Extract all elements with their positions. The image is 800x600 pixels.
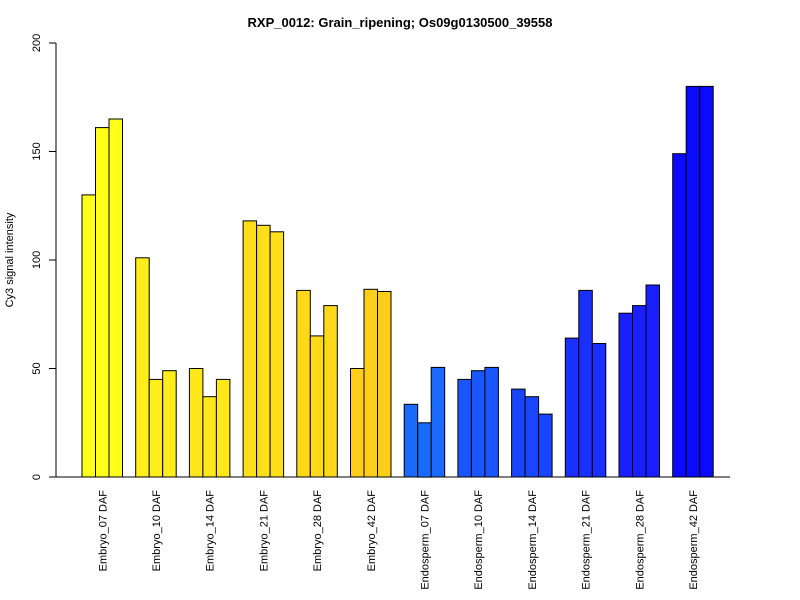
x-tick-label: Embryo_10 DAF <box>151 490 163 572</box>
bar <box>457 378 472 478</box>
bar <box>578 289 593 478</box>
bar <box>363 288 378 478</box>
bar <box>672 153 687 478</box>
bar <box>81 194 96 478</box>
bar <box>309 335 325 478</box>
bar <box>564 337 580 478</box>
bar <box>591 343 607 478</box>
bar <box>148 378 164 478</box>
x-tick-label: Endosperm_42 DAF <box>688 490 700 590</box>
bar <box>538 413 553 478</box>
bar <box>135 257 150 478</box>
bar <box>242 220 258 478</box>
bar <box>256 224 271 478</box>
x-tick-label: Endosperm_14 DAF <box>527 490 539 590</box>
bar <box>215 378 231 478</box>
bar <box>377 291 392 478</box>
bar <box>430 366 446 478</box>
y-axis-ticks: 0 50 100 150 200 <box>31 34 56 480</box>
x-tick-label: Embryo_42 DAF <box>366 490 378 572</box>
chart-title: RXP_0012: Grain_ripening; Os09g0130500_3… <box>248 15 553 30</box>
bar <box>323 305 338 478</box>
bars <box>81 85 714 478</box>
x-tick-label: Embryo_07 DAF <box>97 490 109 572</box>
x-tick-label: Embryo_14 DAF <box>205 490 217 572</box>
x-tick-label: Endosperm_21 DAF <box>581 490 593 590</box>
bar <box>685 85 701 478</box>
x-tick-label: Embryo_21 DAF <box>258 490 270 572</box>
y-axis-label: Cy3 signal intensity <box>4 212 16 307</box>
bar <box>95 127 110 478</box>
bar <box>511 388 526 478</box>
bar <box>618 312 633 478</box>
x-tick-label: Endosperm_28 DAF <box>634 490 646 590</box>
bar <box>188 368 204 478</box>
bar <box>162 370 177 478</box>
bar <box>632 305 647 478</box>
y-tick-label: 150 <box>31 142 43 160</box>
y-tick-label: 200 <box>31 34 43 52</box>
bar <box>645 284 660 478</box>
bar <box>269 231 285 478</box>
y-tick-label: 100 <box>31 251 43 269</box>
x-tick-label: Endosperm_07 DAF <box>420 490 432 590</box>
bar <box>202 396 217 478</box>
bar <box>417 422 432 478</box>
bar <box>296 289 311 478</box>
y-tick-label: 50 <box>31 362 43 374</box>
x-axis-tick-labels: Embryo_07 DAF Embryo_10 DAF Embryo_14 DAF E… <box>97 490 700 590</box>
x-tick-label: Embryo_28 DAF <box>312 490 324 572</box>
bar <box>470 370 486 478</box>
bar <box>699 85 714 478</box>
bar <box>524 396 540 478</box>
bar <box>403 403 419 478</box>
bar <box>350 368 365 478</box>
bar <box>108 118 123 478</box>
bar <box>484 366 499 478</box>
x-tick-label: Endosperm_10 DAF <box>473 490 485 590</box>
y-tick-label: 0 <box>31 474 43 480</box>
